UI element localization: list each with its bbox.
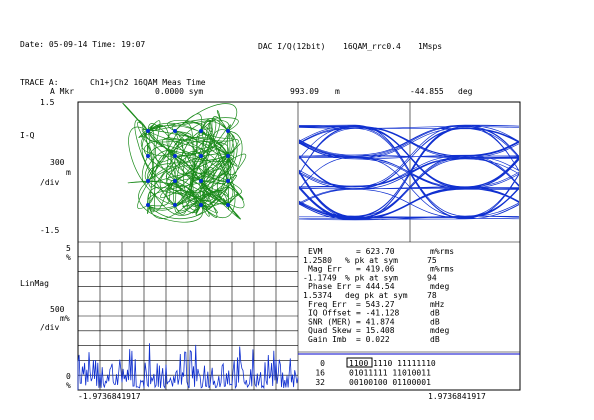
error-cell: m%rms	[430, 247, 454, 256]
constellation	[122, 103, 247, 223]
symbol-point	[199, 203, 203, 207]
marker-position: 0.0000 sym	[155, 87, 203, 96]
symbol-point	[199, 179, 203, 183]
iq-bottom: -1.5	[40, 226, 59, 235]
error-cell: mHz	[430, 300, 445, 309]
error-cell: = 419.06	[356, 265, 395, 274]
bit-index: 32	[315, 378, 325, 387]
symbol-point	[226, 129, 230, 133]
iq-per-div: /div	[40, 178, 59, 187]
error-cell: -1.1749	[303, 273, 337, 282]
mag-scale: 500	[50, 305, 65, 314]
error-cell: = 0.022	[356, 335, 390, 344]
error-cell: dB	[430, 335, 440, 344]
symbol-point	[173, 129, 177, 133]
mag-top: 5	[66, 244, 71, 253]
symbol-point	[226, 154, 230, 158]
error-cell: EVM	[308, 247, 323, 256]
symbol-point	[146, 179, 150, 183]
iq-scale: 300	[50, 158, 65, 167]
error-cell: SNR (MER)	[308, 317, 351, 326]
symbol-point	[146, 203, 150, 207]
error-cell: Phase Err	[308, 282, 352, 291]
marker-phase-unit: deg	[458, 87, 473, 96]
error-cell: deg pk at sym	[345, 291, 408, 300]
bit-values: 1100 1110 11111110	[349, 359, 436, 368]
bit-values: 00100100 01100001	[349, 378, 431, 387]
trace-label: TRACE A:	[20, 78, 59, 87]
iq-name: I-Q	[20, 131, 35, 140]
error-cell: = 444.54	[356, 282, 395, 291]
bit-table: 0 1100 1110 11111110 16 01011111 11010011 32…	[315, 359, 436, 387]
error-cell: 78	[427, 291, 437, 300]
display-frame	[77, 101, 521, 391]
symbol-point	[146, 129, 150, 133]
error-cell: % pk at sym	[345, 273, 398, 282]
bit-marker-box	[346, 357, 373, 368]
iq-scale-unit: m	[66, 168, 71, 177]
error-cell: = -41.128	[356, 309, 400, 318]
marker-unit: m	[335, 87, 340, 96]
error-cell: 94	[427, 273, 437, 282]
trajectory	[122, 103, 247, 223]
mag-bottom: 0	[66, 372, 71, 381]
error-cell: mdeg	[430, 282, 449, 291]
error-cell: Gain Imb	[308, 335, 347, 344]
mag-name: LinMag	[20, 279, 49, 288]
error-cell: dB	[430, 309, 440, 318]
trace-description: Ch1+jCh2 16QAM Meas Time	[90, 78, 206, 87]
error-cell: % pk at sym	[345, 256, 398, 265]
error-cell: 1.2580	[303, 256, 332, 265]
eye-diagram	[299, 124, 519, 221]
symbol-point	[199, 129, 203, 133]
error-cell: Mag Err	[308, 265, 342, 274]
symbol-point	[226, 179, 230, 183]
error-cell: = 543.27	[356, 300, 395, 309]
date: Date: 05-09-14 Time: 19:07	[20, 40, 145, 49]
bit-index: 0	[320, 359, 325, 368]
bit-values: 01011111 11010011	[349, 369, 431, 378]
error-summary: EVM = 623.70 m%rms 1.2580 % pk at sym 75 Mag E…	[303, 247, 454, 344]
error-cell: dB	[430, 317, 440, 326]
mag-bottom-unit: %	[66, 381, 71, 390]
error-cell: Quad Skew	[308, 326, 352, 335]
error-trace	[77, 343, 299, 390]
format: 16QAM_rrc0.4	[343, 42, 401, 51]
marker-value: 993.09	[290, 87, 319, 96]
magnitude-plot	[77, 242, 299, 390]
bit-index: 16	[315, 369, 325, 378]
error-cell: IQ Offset	[308, 309, 352, 318]
error-cell: 1.5374	[303, 291, 332, 300]
symbol-point	[173, 179, 177, 183]
mag-scale-unit: m%	[60, 314, 70, 323]
marker-label: A Mkr	[50, 87, 74, 96]
time-start: -1.9736841917	[78, 392, 141, 401]
error-cell: Freq Err	[308, 300, 347, 309]
symbol-point	[146, 154, 150, 158]
symbol-point	[173, 203, 177, 207]
rate: 1Msps	[418, 42, 442, 51]
source: DAC I/Q(12bit)	[258, 42, 325, 51]
mag-top-unit: %	[66, 253, 71, 262]
error-cell: = 15.408	[356, 326, 395, 335]
eye-trace	[299, 124, 519, 221]
symbol-point	[226, 203, 230, 207]
marker-phase: -44.855	[410, 87, 444, 96]
error-cell: m%rms	[430, 265, 454, 274]
iq-top: 1.5	[40, 98, 55, 107]
error-cell: = 623.70	[356, 247, 395, 256]
mag-per-div: /div	[40, 323, 59, 332]
time-end: 1.9736841917	[428, 392, 486, 401]
error-cell: mdeg	[430, 326, 449, 335]
error-cell: = 41.874	[356, 317, 395, 326]
symbol-point	[199, 154, 203, 158]
symbol-point	[173, 154, 177, 158]
error-cell: 75	[427, 256, 437, 265]
